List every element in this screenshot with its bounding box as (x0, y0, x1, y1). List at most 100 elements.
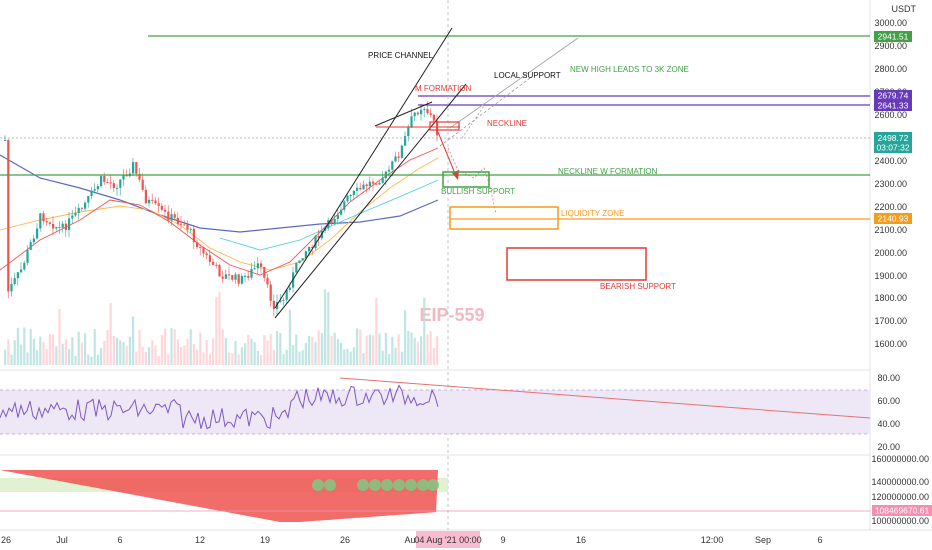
volume-axis[interactable]: 160000000.00 140000000.00 120000000.00 1000… (871, 454, 929, 526)
volume-bar (36, 350, 39, 365)
volume-bar (359, 329, 362, 365)
candle-body (352, 190, 355, 196)
candle-body (429, 113, 432, 115)
volume-bar (23, 327, 26, 365)
signal-dot (312, 479, 324, 491)
bullish-support-box[interactable] (442, 171, 490, 188)
candle-body (39, 213, 42, 229)
volume-bar (186, 338, 189, 365)
candle-body (237, 274, 240, 284)
candle-body (285, 289, 288, 300)
neckline-box[interactable] (429, 121, 460, 131)
time-tick-label: Au (404, 535, 415, 545)
volume-bar (372, 335, 375, 365)
tag-2679-bg (874, 90, 912, 101)
candle-body (240, 275, 243, 284)
volume-bar (74, 355, 77, 365)
candle-body (221, 276, 224, 279)
volume-bar (314, 341, 317, 365)
volume-bar (215, 296, 218, 365)
candle-body (93, 189, 96, 191)
candle-body (148, 199, 151, 204)
candle-body (317, 235, 320, 239)
volume-bar (362, 353, 365, 365)
tag-2641: 2641.33 (878, 101, 909, 111)
candle-body (116, 187, 119, 189)
candle-body (183, 224, 186, 226)
volume-bar (167, 354, 170, 365)
candle-body (100, 175, 103, 187)
signal-dots (312, 479, 439, 491)
candle-body (4, 139, 7, 141)
volume-bar (301, 350, 304, 365)
rsi-axis[interactable]: 80.00 60.00 40.00 20.00 (877, 373, 900, 452)
price-tick-label: 2000.00 (874, 248, 907, 258)
candle-body (362, 184, 365, 190)
volume-bar (240, 347, 243, 365)
volume-bar (109, 303, 112, 365)
price-tick-label: 2100.00 (874, 225, 907, 235)
bearish-support-box[interactable] (506, 247, 647, 281)
channel-upper-line[interactable] (274, 27, 453, 309)
rsi-tick-label: 40.00 (877, 419, 900, 429)
volume-bar (247, 334, 250, 365)
volume-bar (90, 356, 93, 365)
candle-body (189, 228, 192, 230)
time-tick-label: 6 (117, 535, 122, 545)
volume-bar (237, 354, 240, 365)
volume-bar (4, 349, 7, 365)
bullish-support-label: BULLISH SUPPORT (441, 187, 515, 196)
volume-bar (55, 346, 58, 365)
volume-bar (13, 340, 16, 365)
volume-bar (397, 334, 400, 365)
moving-average-line (0, 154, 439, 233)
candle-body (282, 299, 285, 301)
candle-body (378, 182, 381, 185)
volume-bar (324, 289, 327, 365)
candle-body (42, 213, 45, 222)
candle-body (16, 272, 19, 279)
candle-body (96, 186, 99, 190)
candle-body (349, 195, 352, 197)
volume-bar (77, 331, 80, 365)
rsi-tick-label: 80.00 (877, 373, 900, 383)
channel-lower-line[interactable] (274, 83, 467, 319)
time-tick-label: 19 (260, 535, 270, 545)
volume-bar (87, 354, 90, 365)
projection-path (447, 147, 497, 215)
volume-bar (202, 352, 205, 365)
price-axis[interactable]: 3000.002900.002800.002700.002600.002400.… (874, 18, 907, 349)
time-axis[interactable]: 26 Jul 6 12 19 26 9 16 12:00 Sep 6 Au (1, 535, 823, 545)
volume-bar (429, 331, 432, 365)
volume-bar (32, 338, 35, 365)
watermark: EIP-559 (419, 305, 484, 325)
volume-bar (279, 333, 282, 365)
volume-bar (116, 337, 119, 365)
time-tick-label: Jul (56, 535, 68, 545)
candle-body (340, 209, 343, 215)
volume-bar (189, 329, 192, 365)
neckline-w-label: NECKLINE W FORMATION (558, 167, 658, 176)
candle-body (176, 217, 179, 224)
volume-bar (356, 328, 359, 365)
candle-body (426, 109, 429, 114)
rsi-divergence-line[interactable] (339, 377, 871, 419)
candle-body (135, 162, 138, 174)
volume-bar (330, 335, 333, 365)
tag-countdown: 03:07:32 (876, 143, 909, 153)
volume-bar (285, 349, 288, 365)
price-tick-label: 1800.00 (874, 293, 907, 303)
tag-volume-bg (872, 505, 932, 516)
candle-body (298, 260, 301, 264)
candle-body (125, 175, 128, 177)
candle-body (151, 199, 154, 201)
volume-bar (52, 334, 55, 365)
liquidity-zone-box[interactable] (449, 206, 559, 230)
candle-body (10, 283, 13, 292)
candle-body (423, 109, 426, 111)
candle-body (164, 209, 167, 212)
volume-bar (263, 335, 266, 365)
candle-body (333, 218, 336, 223)
